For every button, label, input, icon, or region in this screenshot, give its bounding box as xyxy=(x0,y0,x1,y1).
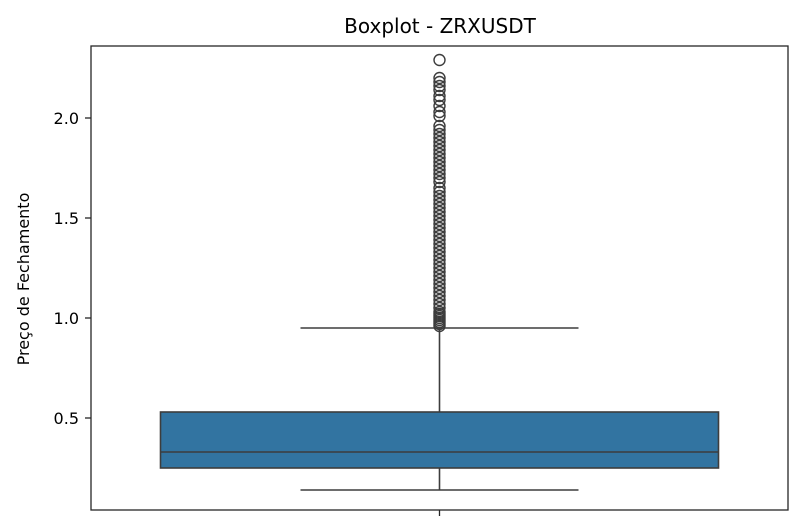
outlier-point xyxy=(433,127,446,141)
outlier-point xyxy=(433,257,446,271)
outlier-point xyxy=(433,261,446,275)
outlier-point xyxy=(433,305,446,319)
outlier-point xyxy=(433,281,446,295)
outlier-point xyxy=(433,245,446,259)
y-tick-label: 1.5 xyxy=(54,209,79,228)
outlier-point xyxy=(433,209,446,223)
outlier-point xyxy=(433,131,446,145)
outlier-point xyxy=(433,75,446,89)
outlier-point xyxy=(433,301,446,315)
outlier-point xyxy=(433,265,446,279)
outlier-point xyxy=(433,205,446,219)
outlier-point xyxy=(433,185,446,199)
outlier-point xyxy=(433,273,446,287)
outlier-point xyxy=(433,171,446,185)
outlier-point xyxy=(433,297,446,311)
outlier-point xyxy=(433,277,446,291)
y-tick-label: 1.0 xyxy=(54,309,79,328)
outlier-point xyxy=(433,167,446,181)
outlier-point xyxy=(433,99,446,113)
outlier-point xyxy=(433,181,446,195)
outlier-point xyxy=(433,135,446,149)
outlier-point xyxy=(433,175,446,189)
outlier-point xyxy=(433,217,446,231)
outlier-point xyxy=(433,139,446,153)
outlier-point xyxy=(433,109,446,123)
outlier-point xyxy=(433,93,446,107)
outlier-point xyxy=(433,189,446,203)
outlier-point xyxy=(433,237,446,251)
outlier-point xyxy=(433,159,446,173)
outlier-point xyxy=(433,253,446,267)
outlier-point xyxy=(433,233,446,247)
y-tick-label: 2.0 xyxy=(54,109,79,128)
chart-title: Boxplot - ZRXUSDT xyxy=(344,14,536,38)
iqr-box xyxy=(159,411,720,469)
outlier-point xyxy=(433,241,446,255)
outlier-point xyxy=(433,151,446,165)
outlier-point xyxy=(433,147,446,161)
outlier-point xyxy=(433,71,446,85)
outlier-point xyxy=(433,163,446,177)
outlier-point xyxy=(433,89,446,103)
outlier-point xyxy=(433,289,446,303)
outlier-point xyxy=(433,213,446,227)
outlier-point xyxy=(433,155,446,169)
outlier-point xyxy=(433,229,446,243)
outlier-point xyxy=(433,79,446,93)
y-tick-label: 0.5 xyxy=(54,409,79,428)
outlier-point xyxy=(433,119,446,133)
outlier-point xyxy=(433,105,446,119)
outlier-point xyxy=(433,123,446,137)
outlier-point xyxy=(433,83,446,97)
outlier-point xyxy=(433,249,446,263)
y-axis-label: Preço de Fechamento xyxy=(14,193,33,366)
outlier-point xyxy=(433,269,446,283)
axes: 0.5 1.0 1.5 2.0 xyxy=(54,45,789,516)
outlier-point xyxy=(433,53,446,67)
plot-area xyxy=(159,53,720,491)
outlier-point xyxy=(433,293,446,307)
outlier-point xyxy=(433,197,446,211)
outlier-point xyxy=(433,225,446,239)
outlier-point xyxy=(433,201,446,215)
outlier-point xyxy=(433,143,446,157)
outlier-point xyxy=(433,193,446,207)
outlier-point xyxy=(433,221,446,235)
outlier-point xyxy=(433,285,446,299)
